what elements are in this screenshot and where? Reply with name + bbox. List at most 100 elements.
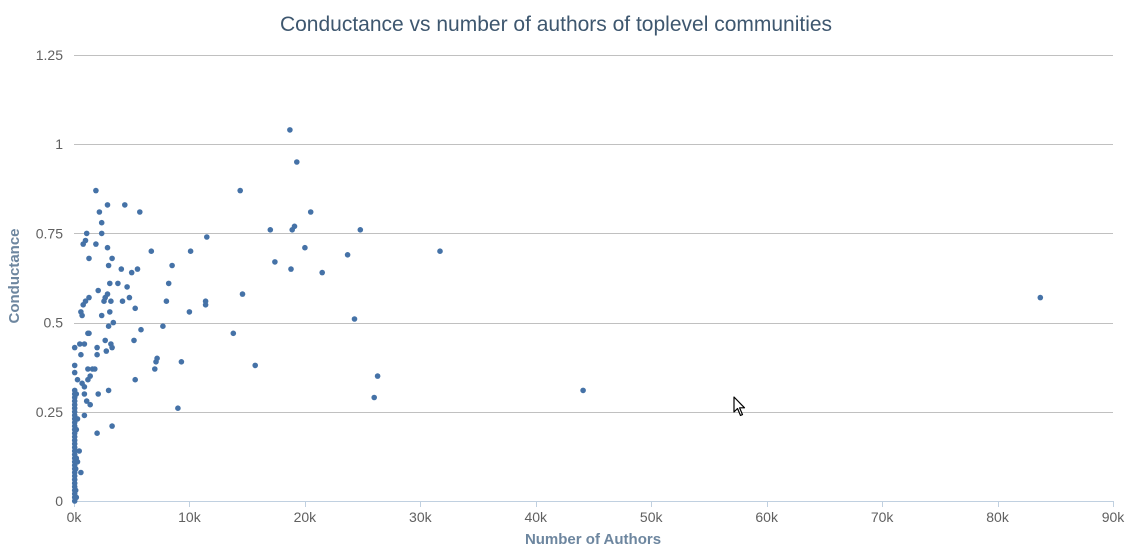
data-point[interactable] <box>86 330 92 337</box>
data-point[interactable] <box>92 366 98 372</box>
data-point[interactable] <box>81 384 88 390</box>
data-point[interactable] <box>169 262 175 269</box>
data-point[interactable] <box>71 362 78 369</box>
data-point[interactable] <box>73 494 80 501</box>
data-point[interactable] <box>76 448 82 454</box>
data-point[interactable] <box>95 391 101 397</box>
data-point[interactable] <box>105 323 112 330</box>
data-point[interactable] <box>132 376 138 383</box>
data-point[interactable] <box>187 248 194 254</box>
data-point[interactable] <box>186 309 193 315</box>
data-point[interactable] <box>131 337 137 344</box>
data-point[interactable] <box>81 341 88 347</box>
data-point[interactable] <box>73 426 80 433</box>
data-point[interactable] <box>81 391 88 397</box>
data-point[interactable] <box>109 423 115 429</box>
data-point[interactable] <box>154 355 160 362</box>
data-point[interactable] <box>580 387 586 394</box>
data-point[interactable] <box>115 280 121 287</box>
data-point[interactable] <box>104 244 111 251</box>
data-point[interactable] <box>307 209 314 215</box>
data-point[interactable] <box>371 394 378 401</box>
data-point[interactable] <box>110 319 117 326</box>
data-point[interactable] <box>165 280 172 287</box>
data-point[interactable] <box>104 202 111 208</box>
data-point[interactable] <box>138 326 144 333</box>
data-point[interactable] <box>72 487 79 494</box>
data-point[interactable] <box>73 391 80 397</box>
data-point[interactable] <box>107 280 113 287</box>
data-point[interactable] <box>132 305 138 312</box>
data-point[interactable] <box>98 219 105 226</box>
data-point[interactable] <box>107 309 113 315</box>
data-point[interactable] <box>105 387 112 394</box>
data-point[interactable] <box>94 344 100 351</box>
data-point[interactable] <box>108 298 114 305</box>
data-point[interactable] <box>288 266 294 272</box>
data-point[interactable] <box>72 466 79 472</box>
data-point[interactable] <box>104 291 111 297</box>
data-point[interactable] <box>230 330 237 337</box>
data-point[interactable] <box>81 412 88 419</box>
data-point[interactable] <box>96 209 103 215</box>
data-point[interactable] <box>93 241 99 247</box>
data-point[interactable] <box>98 312 105 319</box>
data-point[interactable] <box>128 269 135 276</box>
data-point[interactable] <box>152 366 158 372</box>
data-point[interactable] <box>78 351 84 358</box>
data-point[interactable] <box>86 294 92 301</box>
data-point[interactable] <box>291 223 298 230</box>
data-point[interactable] <box>109 255 115 262</box>
data-point[interactable] <box>94 430 100 437</box>
data-point[interactable] <box>134 266 141 272</box>
data-point[interactable] <box>94 351 100 358</box>
data-point[interactable] <box>239 291 246 297</box>
data-point[interactable] <box>122 202 128 208</box>
data-point[interactable] <box>82 298 89 305</box>
data-point[interactable] <box>267 227 274 233</box>
data-point[interactable] <box>437 248 443 254</box>
data-point[interactable] <box>137 209 143 215</box>
data-point[interactable] <box>74 416 81 422</box>
data-point[interactable] <box>103 348 110 354</box>
data-point[interactable] <box>83 230 90 237</box>
data-point[interactable] <box>79 312 85 319</box>
data-point[interactable] <box>98 230 105 237</box>
data-point[interactable] <box>74 376 81 383</box>
data-point[interactable] <box>294 159 300 165</box>
data-point[interactable] <box>86 255 92 262</box>
data-point[interactable] <box>163 298 170 305</box>
data-point[interactable] <box>351 316 358 322</box>
data-point[interactable] <box>124 284 130 290</box>
data-point[interactable] <box>77 341 83 347</box>
data-point[interactable] <box>95 287 101 294</box>
data-point[interactable] <box>175 405 181 412</box>
data-point[interactable] <box>126 294 133 301</box>
data-point[interactable] <box>82 237 89 244</box>
data-point[interactable] <box>302 244 308 251</box>
data-point[interactable] <box>272 259 278 265</box>
data-point[interactable] <box>74 459 81 465</box>
data-point[interactable] <box>287 127 293 133</box>
data-point[interactable] <box>118 266 125 272</box>
data-point[interactable] <box>344 252 351 258</box>
data-point[interactable] <box>357 227 364 233</box>
data-point[interactable] <box>78 469 84 476</box>
data-point[interactable] <box>83 398 90 404</box>
data-point[interactable] <box>71 344 78 351</box>
data-point[interactable] <box>119 298 126 305</box>
data-point[interactable] <box>1037 294 1044 301</box>
data-point[interactable] <box>374 373 381 379</box>
data-point[interactable] <box>204 234 210 240</box>
data-point[interactable] <box>319 269 326 276</box>
data-point[interactable] <box>93 187 99 194</box>
data-point[interactable] <box>87 401 93 408</box>
data-point[interactable] <box>237 187 243 194</box>
data-point[interactable] <box>202 298 209 305</box>
data-point[interactable] <box>178 359 185 365</box>
data-point[interactable] <box>71 369 78 376</box>
data-point[interactable] <box>87 373 93 379</box>
data-point[interactable] <box>109 344 115 351</box>
data-point[interactable] <box>148 248 155 254</box>
data-point[interactable] <box>160 323 166 330</box>
